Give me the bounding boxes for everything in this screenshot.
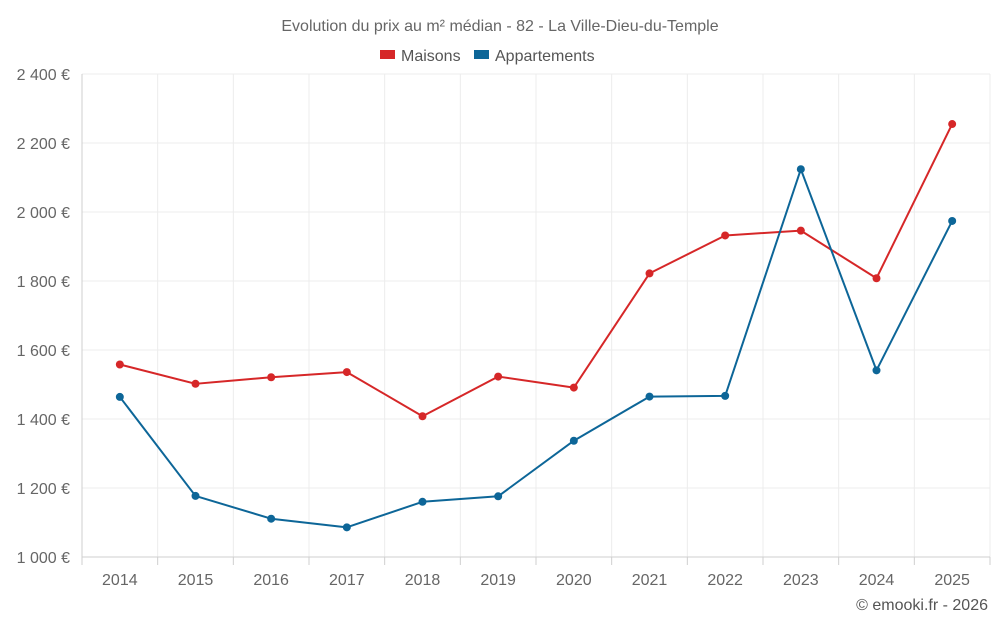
x-tick-label: 2023 (783, 572, 819, 589)
series-line-maisons (119, 123, 954, 418)
data-point-appartements-2016 (267, 514, 276, 523)
data-point-appartements-2022 (721, 391, 730, 400)
x-tick-label: 2019 (480, 572, 516, 589)
data-point-maisons-2016 (267, 373, 276, 382)
legend-swatch (474, 50, 489, 59)
chart-title: Evolution du prix au m² médian - 82 - La… (281, 18, 718, 35)
data-point-maisons-2025 (948, 120, 957, 129)
data-point-appartements-2018 (418, 497, 427, 506)
y-tick-label: 2 000 € (17, 205, 70, 222)
y-gridlines (82, 73, 990, 489)
data-point-appartements-2020 (569, 436, 578, 445)
x-tick-labels: 2014 2015 2016 2017 2018 2019 2020 2021 2022 2023… (81, 557, 991, 589)
data-point-appartements-2023 (796, 165, 805, 174)
x-tick-label: 2025 (934, 572, 970, 589)
series-line-appartements (119, 168, 954, 529)
data-point-appartements-2021 (645, 392, 654, 401)
data-point-appartements-2025 (948, 216, 957, 225)
data-point-maisons-2019 (494, 372, 503, 381)
data-point-maisons-2015 (191, 379, 200, 388)
data-point-appartements-2014 (115, 392, 124, 401)
legend-item-appartements: Appartements (474, 48, 595, 65)
y-tick-label: 1 000 € (17, 550, 70, 567)
data-point-appartements-2019 (494, 492, 503, 501)
x-tick-label: 2016 (253, 572, 289, 589)
series-maisons (115, 120, 957, 421)
credit-text: © emooki.fr - 2026 (856, 597, 988, 614)
legend-label: Maisons (401, 48, 461, 65)
x-tick-label: 2022 (707, 572, 743, 589)
legend: Maisons Appartements (380, 48, 595, 65)
data-point-maisons-2017 (342, 368, 351, 377)
x-tick-label: 2015 (178, 572, 214, 589)
y-tick-label: 1 600 € (17, 343, 70, 360)
y-tick-label: 1 200 € (17, 481, 70, 498)
x-tick-label: 2014 (102, 572, 138, 589)
x-tick-label: 2024 (859, 572, 895, 589)
legend-swatch (380, 50, 395, 59)
data-point-appartements-2024 (872, 366, 881, 375)
y-tick-label: 2 200 € (17, 136, 70, 153)
legend-item-maisons: Maisons (380, 48, 461, 65)
data-point-maisons-2022 (721, 231, 730, 240)
y-tick-label: 1 800 € (17, 274, 70, 291)
x-tick-label: 2020 (556, 572, 592, 589)
data-point-appartements-2017 (342, 523, 351, 532)
y-tick-label: 2 400 € (17, 67, 70, 84)
y-tick-labels: 1 000 € 1 200 € 1 400 € 1 600 € 1 800 € 2 000… (17, 67, 70, 567)
data-point-maisons-2021 (645, 269, 654, 278)
data-point-maisons-2024 (872, 274, 881, 283)
series-appartements (115, 165, 957, 532)
x-tick-label: 2018 (405, 572, 441, 589)
x-tick-label: 2021 (632, 572, 668, 589)
legend-label: Appartements (495, 48, 595, 65)
data-point-appartements-2015 (191, 491, 200, 500)
y-tick-label: 1 400 € (17, 412, 70, 429)
data-point-maisons-2014 (115, 360, 124, 369)
series-layer (115, 120, 957, 532)
x-gridlines (157, 74, 991, 557)
x-tick-label: 2017 (329, 572, 365, 589)
data-point-maisons-2023 (796, 226, 805, 235)
data-point-maisons-2018 (418, 412, 427, 421)
data-point-maisons-2020 (569, 383, 578, 392)
